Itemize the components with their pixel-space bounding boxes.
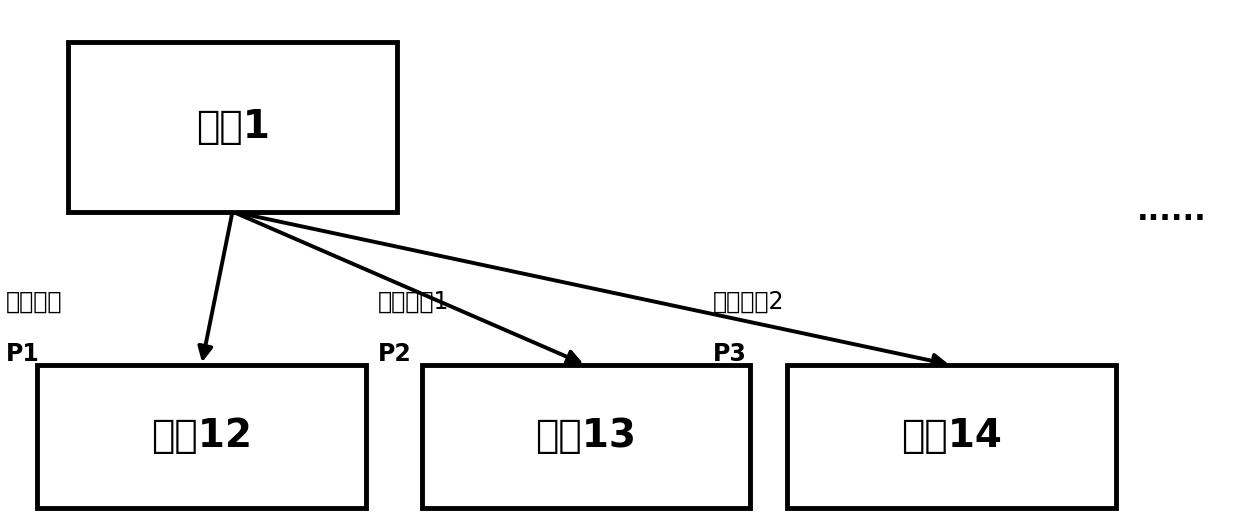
FancyBboxPatch shape bbox=[68, 42, 397, 212]
Text: P3: P3 bbox=[713, 342, 746, 367]
Text: P1: P1 bbox=[6, 342, 40, 367]
FancyBboxPatch shape bbox=[787, 365, 1116, 508]
FancyBboxPatch shape bbox=[422, 365, 750, 508]
Text: 状态1: 状态1 bbox=[196, 108, 269, 146]
Text: ......: ...... bbox=[1137, 197, 1207, 226]
Text: 故障模式2: 故障模式2 bbox=[713, 289, 785, 314]
Text: 故障模式1: 故障模式1 bbox=[378, 289, 450, 314]
FancyBboxPatch shape bbox=[37, 365, 366, 508]
Text: 状态14: 状态14 bbox=[901, 417, 1002, 455]
Text: 状态12: 状态12 bbox=[151, 417, 252, 455]
Text: 功能正常: 功能正常 bbox=[6, 289, 63, 314]
Text: 状态13: 状态13 bbox=[536, 417, 636, 455]
Text: P2: P2 bbox=[378, 342, 412, 367]
